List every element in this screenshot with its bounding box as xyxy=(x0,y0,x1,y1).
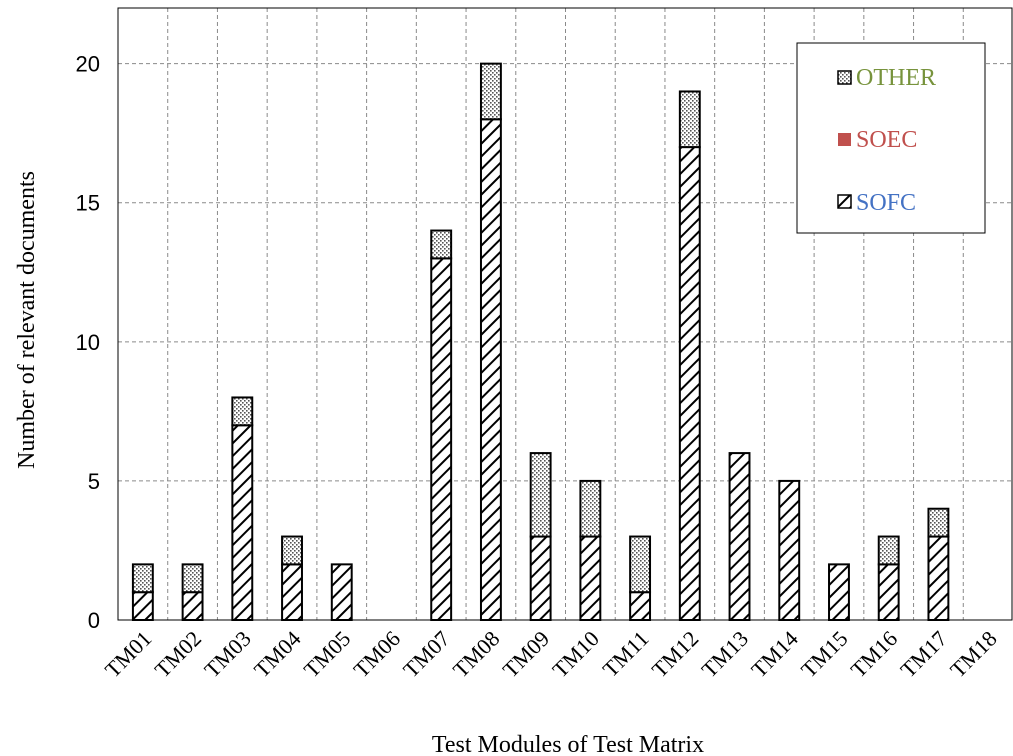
bar-other-tm07 xyxy=(430,229,453,260)
x-tick-label: TM06 xyxy=(348,626,405,683)
x-tick-label: TM03 xyxy=(199,626,256,683)
bars-layer xyxy=(131,62,950,622)
bar-sofc-tm15 xyxy=(828,563,850,622)
x-tick-label: TM14 xyxy=(746,626,803,683)
bar-sofc-tm11 xyxy=(629,591,652,622)
x-tick-label: TM17 xyxy=(895,626,952,683)
bar-other-tm10 xyxy=(579,479,602,538)
legend-label-sofc: SOFC xyxy=(856,190,916,216)
bar-other-tm16 xyxy=(877,535,900,566)
x-tick-label: TM09 xyxy=(498,626,555,683)
bar-other-tm09 xyxy=(529,452,552,538)
y-tick-label: 20 xyxy=(76,52,100,77)
bar-other-tm01 xyxy=(131,563,154,594)
bar-other-tm11 xyxy=(629,535,652,594)
bar-other-tm17 xyxy=(927,507,950,538)
x-tick-label: TM13 xyxy=(696,626,753,683)
x-tick-label: TM02 xyxy=(150,626,207,683)
x-tick-label: TM16 xyxy=(846,626,903,683)
bar-sofc-tm08 xyxy=(479,118,502,621)
x-tick-label: TM01 xyxy=(100,626,157,683)
x-tick-label: TM10 xyxy=(547,626,604,683)
legend-label-other: OTHER xyxy=(856,65,936,91)
legend: OTHER SOEC SOFC xyxy=(796,42,986,234)
x-tick-label: TM04 xyxy=(249,626,306,683)
bar-sofc-tm03 xyxy=(231,424,254,622)
y-tick-label: 0 xyxy=(88,608,100,633)
bar-sofc-tm10 xyxy=(579,535,602,622)
bar-other-tm12 xyxy=(678,90,701,149)
bar-other-tm03 xyxy=(231,396,254,427)
y-tick-label: 10 xyxy=(76,330,100,355)
legend-item-other: OTHER xyxy=(837,65,936,91)
bar-sofc-tm01 xyxy=(131,591,154,622)
y-tick-label: 5 xyxy=(88,469,100,494)
x-tick-label: TM11 xyxy=(598,626,654,682)
x-axis-ticks: TM01TM02TM03TM04TM05TM06TM07TM08TM09TM10… xyxy=(100,626,1002,683)
y-axis-ticks: 0 5 10 15 20 xyxy=(76,52,100,633)
x-axis-title: Test Modules of Test Matrix xyxy=(432,732,704,756)
x-tick-label: TM07 xyxy=(398,626,455,683)
legend-swatch-sofc xyxy=(837,194,852,209)
y-tick-label: 15 xyxy=(76,191,100,216)
bar-sofc-tm14 xyxy=(778,479,801,621)
plot-area-frame xyxy=(117,7,1013,621)
legend-item-sofc: SOFC xyxy=(837,190,916,216)
bar-sofc-tm16 xyxy=(877,563,900,622)
bar-sofc-tm09 xyxy=(529,535,552,622)
bar-sofc-tm17 xyxy=(927,535,950,622)
legend-label-soec: SOEC xyxy=(856,127,917,153)
bar-other-tm04 xyxy=(281,535,303,566)
bar-sofc-tm07 xyxy=(430,257,453,621)
bar-other-tm02 xyxy=(181,563,204,594)
x-tick-label: TM05 xyxy=(299,626,356,683)
bar-sofc-tm02 xyxy=(181,591,204,622)
legend-box xyxy=(796,42,986,234)
legend-swatch-other xyxy=(837,70,852,85)
x-tick-label: TM18 xyxy=(945,626,1002,683)
x-tick-label: TM12 xyxy=(647,626,704,683)
legend-item-soec: SOEC xyxy=(838,127,917,153)
bar-other-tm08 xyxy=(479,62,502,121)
bar-sofc-tm04 xyxy=(281,563,303,622)
x-tick-label: TM08 xyxy=(448,626,505,683)
bar-sofc-tm13 xyxy=(728,452,751,621)
legend-swatch-soec xyxy=(838,133,851,146)
y-axis-title: Number of relevant documents xyxy=(14,171,40,469)
x-tick-label: TM15 xyxy=(796,626,853,683)
bar-sofc-tm05 xyxy=(330,563,353,622)
bar-sofc-tm12 xyxy=(678,146,701,621)
